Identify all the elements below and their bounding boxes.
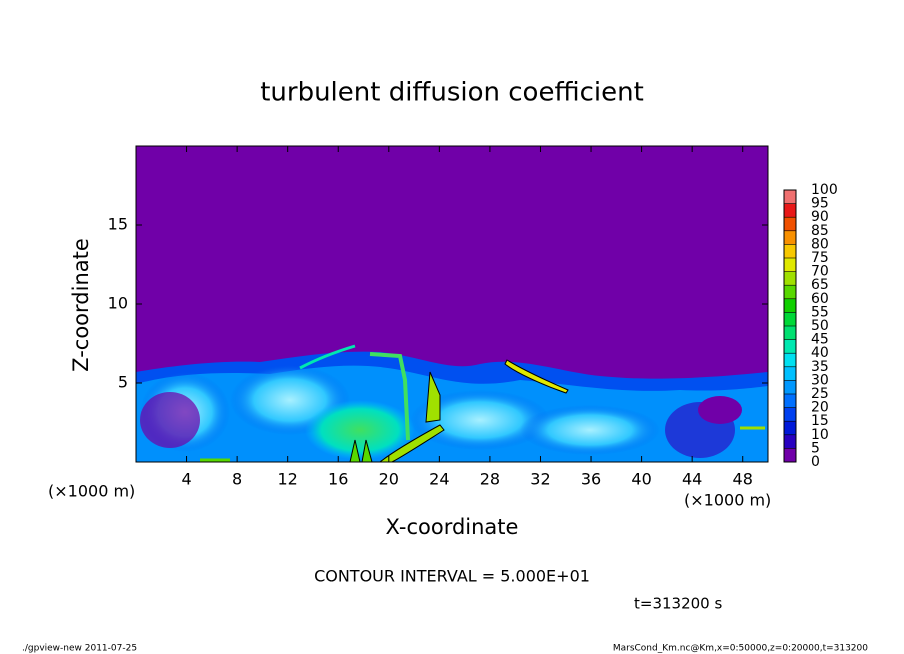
colorbar-label: 50 — [811, 318, 829, 334]
annotation: CONTOUR INTERVAL = 5.000E+01 — [314, 567, 590, 586]
colorbar-swatch — [784, 203, 796, 218]
colorbar-label: 85 — [811, 223, 829, 239]
y-tick-label: 5 — [118, 373, 128, 392]
x-tick-label: 32 — [530, 470, 550, 489]
footer: MarsCond_Km.nc@Km,x=0:50000,z=0:20000,t=… — [613, 644, 868, 654]
x-unit-label: (×1000 m) — [684, 491, 771, 510]
colorbar-swatch — [784, 217, 796, 231]
x-axis-label: X-coordinate — [386, 515, 519, 539]
colorbar-swatch — [784, 448, 796, 462]
colorbar-swatch — [784, 339, 796, 354]
footer: ./gpview-new 2011-07-25 — [22, 644, 137, 654]
colorbar-swatch — [784, 244, 796, 258]
contour-field — [136, 146, 768, 462]
colorbar-swatch — [784, 407, 796, 422]
colorbar-label: 80 — [811, 236, 829, 252]
y-axis-label: Z-coordinate — [69, 238, 93, 372]
colorbar-label: 55 — [811, 304, 829, 320]
colorbar-swatch — [784, 353, 796, 367]
x-tick-label: 8 — [232, 470, 242, 489]
x-tick-label: 16 — [328, 470, 348, 489]
colorbar-swatch — [784, 230, 796, 245]
x-tick-label: 44 — [682, 470, 702, 489]
colorbar-label: 40 — [811, 345, 829, 361]
colorbar-label: 90 — [811, 209, 829, 225]
colorbar-swatch — [784, 258, 796, 272]
colorbar-label: 25 — [811, 386, 829, 402]
colorbar-label: 70 — [811, 264, 829, 280]
colorbar-swatch — [784, 312, 796, 326]
colorbar-label: 60 — [811, 291, 829, 307]
y-tick-label: 15 — [108, 215, 128, 234]
colorbar-label: 100 — [811, 182, 838, 198]
colorbar-label: 20 — [811, 400, 829, 416]
colorbar-label: 45 — [811, 332, 829, 348]
colorbar-swatch — [784, 434, 796, 449]
x-unit-label: (×1000 m) — [48, 482, 135, 501]
colorbar-label: 0 — [811, 454, 820, 470]
colorbar-label: 35 — [811, 359, 829, 375]
x-tick-label: 24 — [429, 470, 449, 489]
x-tick-label: 12 — [278, 470, 298, 489]
x-tick-label: 48 — [733, 470, 753, 489]
colorbar-swatch — [784, 380, 796, 394]
x-tick-label: 40 — [631, 470, 651, 489]
x-tick-label: 36 — [581, 470, 601, 489]
colorbar-label: 10 — [811, 427, 829, 443]
chart-title: turbulent diffusion coefficient — [260, 78, 644, 108]
colorbar-swatch — [784, 394, 796, 408]
x-tick-label: 20 — [379, 470, 399, 489]
colorbar-label: 75 — [811, 250, 829, 266]
time-label: t=313200 s — [634, 595, 722, 613]
colorbar-label: 5 — [811, 440, 820, 456]
colorbar-swatch — [784, 421, 796, 435]
colorbar-swatch — [784, 366, 796, 381]
colorbar-swatch — [784, 190, 796, 204]
x-tick-label: 28 — [480, 470, 500, 489]
colorbar-swatch — [784, 271, 796, 286]
colorbar-swatch — [784, 326, 796, 340]
colorbar-label: 30 — [811, 372, 829, 388]
x-tick-label: 4 — [181, 470, 191, 489]
colorbar-label: 65 — [811, 277, 829, 293]
colorbar-label: 95 — [811, 196, 829, 212]
y-tick-label: 10 — [108, 294, 128, 313]
colorbar-swatch — [784, 298, 796, 313]
colorbar-label: 15 — [811, 413, 829, 429]
colorbar-swatch — [784, 285, 796, 299]
